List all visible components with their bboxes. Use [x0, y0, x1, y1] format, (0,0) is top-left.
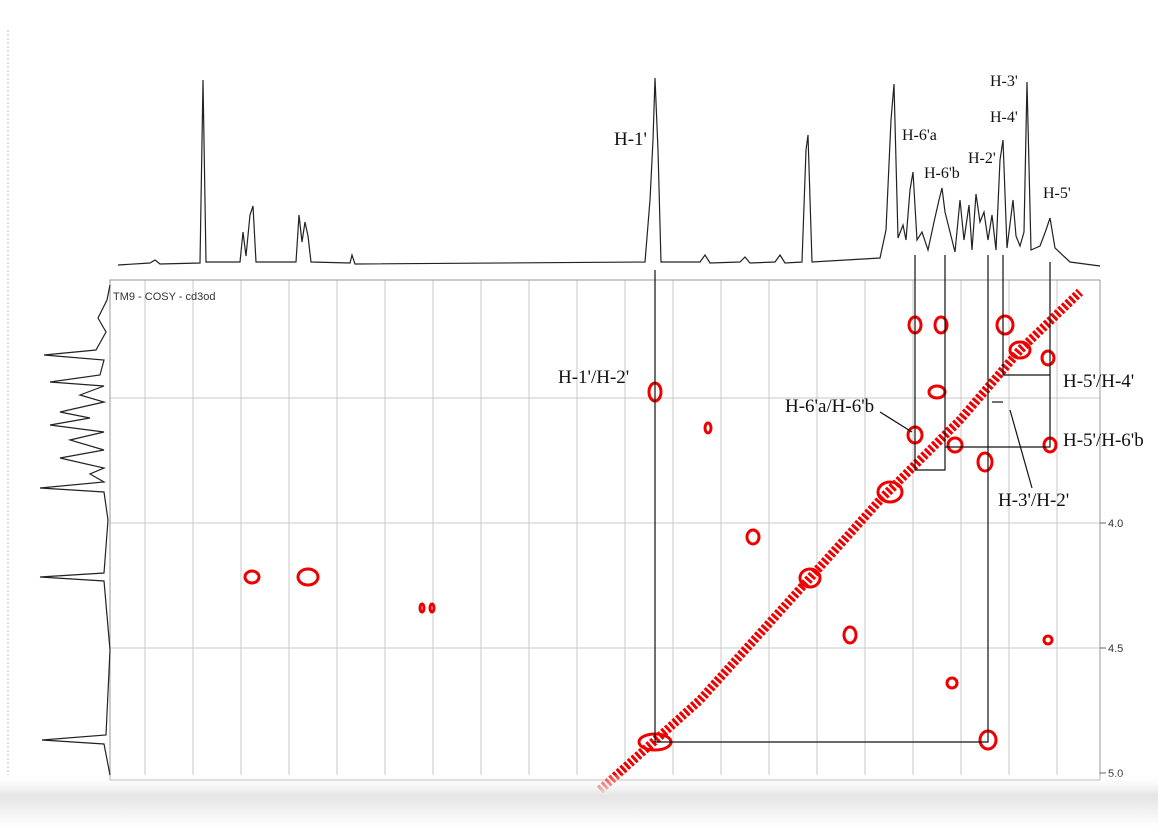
cross-peak-label: H-1'/H-2' — [558, 367, 629, 388]
y-tick-label: 4.0 — [1108, 518, 1123, 530]
cross-peaks — [243, 314, 1058, 752]
cross-peak-label: H-5'/H-6'b — [1063, 430, 1144, 451]
y-tick-label: 4.5 — [1108, 643, 1123, 655]
peak-label: H-6'b — [924, 165, 960, 182]
left-spectrum — [39, 284, 111, 776]
peak-label: H-2' — [968, 150, 996, 167]
y-axis-ticks — [1100, 522, 1106, 774]
cross-peak-label: H-3'/H-2' — [998, 490, 1069, 511]
diagonal — [596, 288, 1084, 794]
peak-label: H-6'a — [902, 127, 937, 144]
peak-label: H-1' — [614, 129, 647, 150]
peak-label: H-3' — [990, 73, 1018, 90]
top-spectrum — [117, 77, 1101, 267]
cross-peak-label: H-5'/H-4' — [1063, 371, 1134, 392]
grid — [110, 280, 1100, 775]
peak-label: H-4' — [990, 109, 1018, 126]
connector-lines — [654, 255, 1051, 743]
bottom-fade — [0, 775, 1158, 827]
plot-frame — [109, 279, 1101, 781]
plot-title: TM9 - COSY - cd3od — [113, 291, 216, 303]
cross-peak-label: H-6'a/H-6'b — [785, 396, 874, 417]
peak-label: H-5' — [1043, 185, 1071, 202]
